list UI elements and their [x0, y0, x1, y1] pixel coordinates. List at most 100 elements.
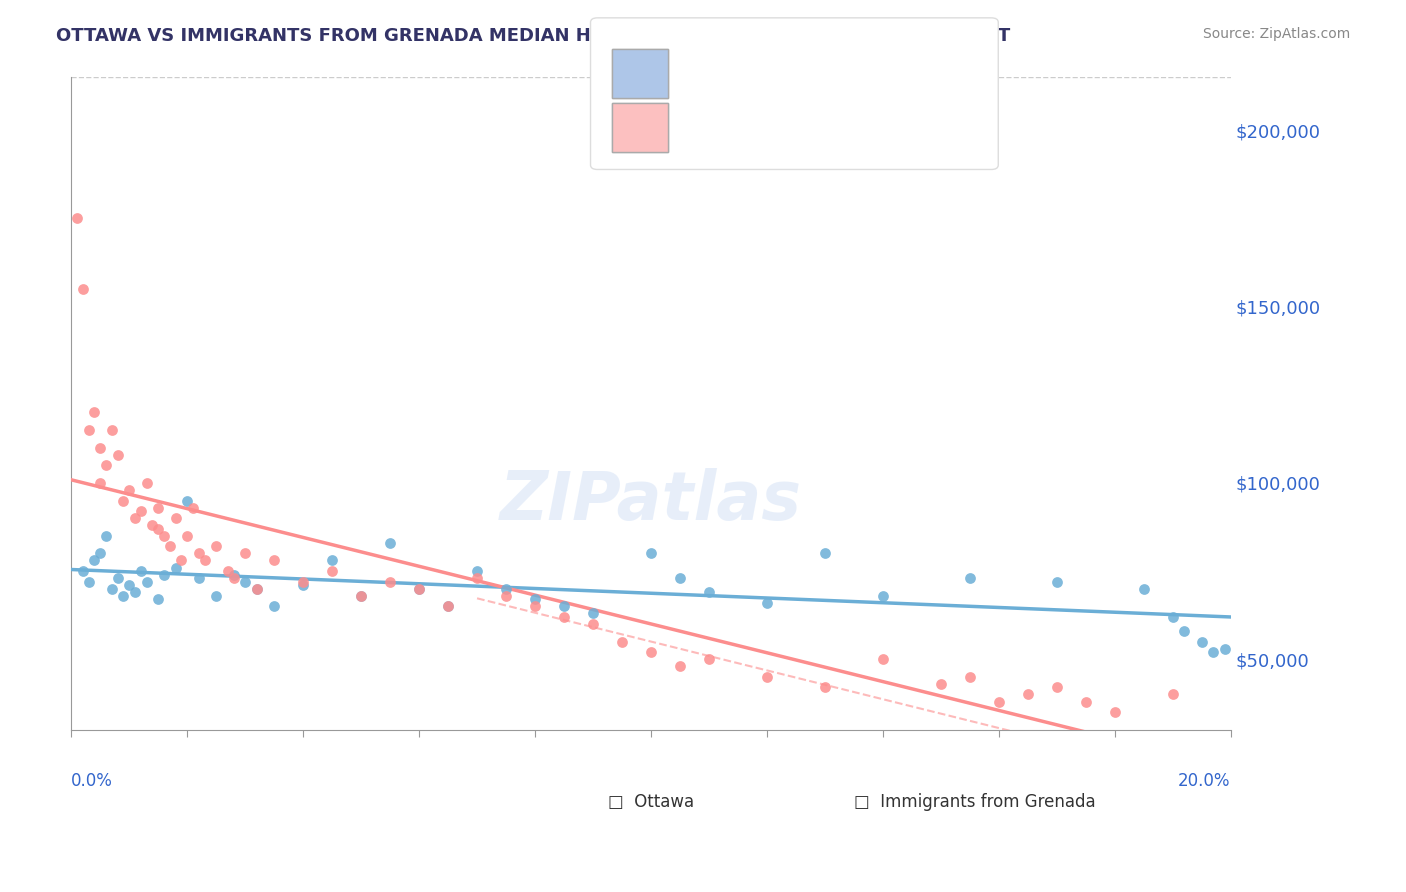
Point	[669, 571, 692, 585]
Point	[148, 592, 170, 607]
Point	[1161, 688, 1184, 702]
Point	[524, 592, 547, 607]
Point	[814, 546, 837, 560]
Point	[72, 282, 94, 296]
Point	[553, 610, 575, 624]
Point	[350, 589, 373, 603]
Point	[72, 564, 94, 578]
Text: □  Immigrants from Grenada: □ Immigrants from Grenada	[853, 793, 1095, 811]
Point	[929, 677, 952, 691]
Point	[246, 582, 269, 596]
Point	[233, 546, 256, 560]
Point	[524, 599, 547, 614]
Text: -0.253: -0.253	[703, 52, 761, 70]
Point	[495, 589, 517, 603]
Point	[669, 659, 692, 673]
Point	[165, 560, 187, 574]
Point	[1046, 574, 1069, 589]
Point	[94, 458, 117, 473]
Point	[321, 553, 343, 567]
Point	[107, 571, 129, 585]
Text: OTTAWA VS IMMIGRANTS FROM GRENADA MEDIAN HOUSEHOLD INCOME CORRELATION CHART: OTTAWA VS IMMIGRANTS FROM GRENADA MEDIAN…	[56, 27, 1011, 45]
Text: □  Ottawa: □ Ottawa	[607, 793, 695, 811]
Point	[755, 596, 778, 610]
Point	[292, 578, 315, 592]
Point	[1161, 610, 1184, 624]
Text: 20.0%: 20.0%	[1178, 772, 1230, 790]
Point	[697, 652, 720, 666]
Point	[124, 585, 146, 599]
Point	[101, 582, 124, 596]
Point	[83, 405, 105, 419]
Point	[465, 564, 488, 578]
Point	[495, 582, 517, 596]
Point	[755, 670, 778, 684]
Point	[222, 571, 245, 585]
Point	[194, 553, 217, 567]
Point	[176, 493, 198, 508]
Text: R = -0.253    N = 47: R = -0.253 N = 47	[682, 52, 865, 70]
Point	[187, 571, 209, 585]
Point	[148, 500, 170, 515]
Point	[408, 582, 430, 596]
Point	[181, 500, 204, 515]
Point	[1017, 688, 1039, 702]
Point	[148, 522, 170, 536]
Point	[350, 589, 373, 603]
Point	[292, 574, 315, 589]
Point	[263, 599, 285, 614]
Point	[640, 645, 662, 659]
Point	[77, 423, 100, 437]
Point	[1074, 694, 1097, 708]
Point	[135, 475, 157, 490]
Point	[89, 441, 111, 455]
Point	[610, 634, 633, 648]
Text: -0.195: -0.195	[703, 112, 761, 129]
Point	[437, 599, 460, 614]
Point	[872, 652, 894, 666]
Point	[124, 511, 146, 525]
Point	[465, 571, 488, 585]
Point	[814, 681, 837, 695]
Point	[378, 536, 401, 550]
Point	[205, 589, 228, 603]
Point	[153, 529, 176, 543]
Point	[94, 529, 117, 543]
Point	[1191, 634, 1213, 648]
Text: ZIPatlas: ZIPatlas	[501, 467, 801, 533]
Point	[135, 574, 157, 589]
Text: 0.0%: 0.0%	[72, 772, 112, 790]
Point	[112, 589, 135, 603]
Point	[205, 540, 228, 554]
Point	[129, 564, 152, 578]
Point	[263, 553, 285, 567]
Point	[141, 518, 163, 533]
Point	[170, 553, 193, 567]
Point	[159, 540, 181, 554]
Point	[640, 546, 662, 560]
Point	[89, 546, 111, 560]
Point	[187, 546, 209, 560]
Point	[118, 483, 141, 497]
Point	[176, 529, 198, 543]
Point	[582, 607, 605, 621]
Point	[1132, 582, 1154, 596]
Point	[118, 578, 141, 592]
Point	[233, 574, 256, 589]
Point	[697, 585, 720, 599]
Point	[107, 448, 129, 462]
Point	[1202, 645, 1225, 659]
Point	[83, 553, 105, 567]
Point	[872, 589, 894, 603]
Point	[89, 475, 111, 490]
Point	[378, 574, 401, 589]
Point	[1046, 681, 1069, 695]
Point	[246, 582, 269, 596]
Point	[1104, 705, 1126, 719]
Text: R = -0.195    N = 57: R = -0.195 N = 57	[682, 112, 865, 129]
Point	[129, 504, 152, 518]
Point	[165, 511, 187, 525]
Point	[1173, 624, 1195, 638]
Point	[1213, 641, 1236, 656]
Point	[408, 582, 430, 596]
